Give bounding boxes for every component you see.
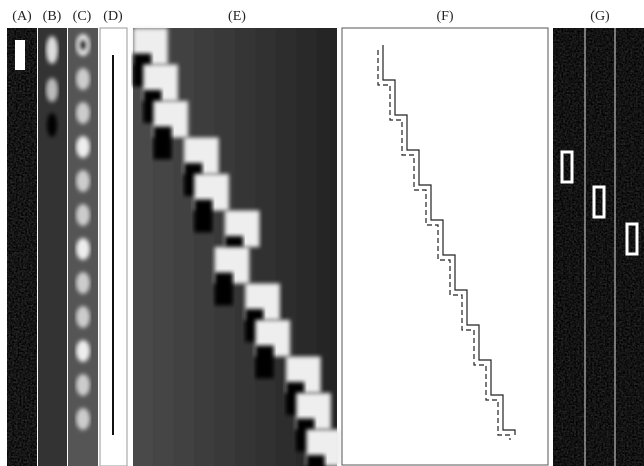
panel-e-matrix (133, 28, 342, 466)
blob (79, 39, 87, 51)
panel-b-blobs (46, 36, 58, 137)
cell-dark (153, 126, 172, 160)
panel-f-dashed-trace (377, 50, 511, 440)
panel-label: (A) (12, 9, 32, 24)
cell-dark (214, 272, 233, 306)
column (133, 28, 154, 466)
blob (76, 136, 90, 158)
panel-label: (G) (590, 9, 610, 24)
blob (76, 272, 90, 294)
cell-dark (194, 199, 213, 233)
blob (76, 408, 90, 430)
blob (76, 68, 90, 90)
panel-a-marker (15, 40, 25, 70)
cell-dark (306, 455, 325, 466)
panel-g-marker (625, 222, 639, 256)
panel-g-marker (560, 150, 574, 184)
column (316, 28, 337, 466)
blob (76, 306, 90, 328)
blob (76, 340, 90, 362)
panel-label: (C) (73, 9, 92, 24)
panel-g-noise (553, 28, 644, 466)
panel-label: (E) (228, 9, 246, 24)
cell-dark (255, 345, 274, 379)
panel-f-solid-trace (382, 45, 516, 435)
panel-label: (B) (43, 9, 62, 24)
panel-label: (D) (103, 9, 123, 24)
panel-f-box (341, 27, 549, 466)
blob (76, 374, 90, 396)
blob (76, 102, 90, 124)
panel-c-blobs (76, 34, 90, 430)
panel-g-marker (592, 185, 606, 219)
blob (76, 238, 90, 260)
panel-label: (F) (436, 9, 453, 24)
blob (76, 204, 90, 226)
panel-a-noise (7, 28, 37, 466)
blob (76, 170, 90, 192)
column (194, 28, 215, 466)
